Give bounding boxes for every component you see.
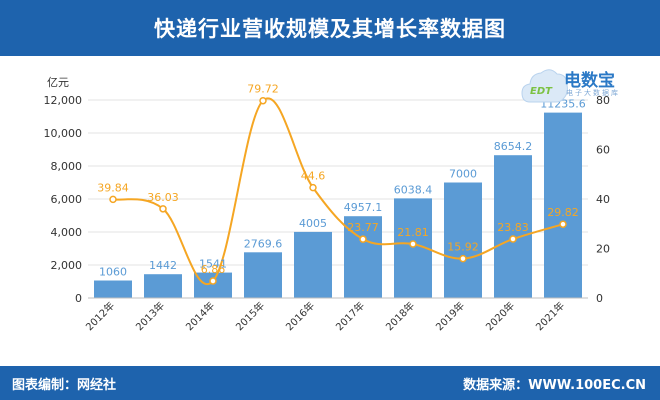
gridlines [88,99,588,299]
bar-value-label: 4957.1 [344,201,383,214]
footer-bar: 图表编制：网经社 数据来源：WWW.100EC.CN [0,366,660,400]
growth-rate-point [459,254,467,263]
growth-rate-point [559,220,567,228]
bar [544,112,582,298]
footer-credit: 图表编制：网经社 [12,378,117,393]
y2-tick-label: 80 [596,94,610,107]
bar-value-label: 1442 [149,259,177,272]
bar-value-label: 2769.6 [244,237,283,250]
growth-rate-label: 6.86 [201,263,226,276]
growth-rate-point [309,183,317,192]
y-tick-label: 0 [75,292,82,305]
growth-rate-point [359,235,367,243]
bar [494,155,532,298]
x-tick-label: 2013年 [133,299,167,333]
y-tick-label: 2,000 [51,259,83,272]
x-tick-label: 2012年 [83,299,117,333]
bar-value-label: 4005 [299,217,327,230]
x-tick-label: 2014年 [183,299,217,333]
growth-rate-label: 39.84 [97,181,129,194]
y2-tick-label: 60 [596,144,610,157]
y2-tick-label: 20 [596,243,610,256]
bar [94,280,132,298]
growth-rate-label: 44.6 [301,170,326,183]
x-tick-label: 2020年 [483,299,517,333]
growth-rate-label: 21.81 [397,226,429,239]
logo-main-text: 电数宝 [564,71,615,91]
title-bar: 快递行业营收规模及其增长率数据图 [0,0,660,56]
chart-title: 快递行业营收规模及其增长率数据图 [154,17,506,41]
bar [244,252,282,298]
x-tick-label: 2018年 [383,299,417,333]
growth-rate-point [409,240,417,248]
growth-rate-point [259,96,267,105]
bar-series [94,112,582,298]
y2-tick-label: 40 [596,193,610,206]
y-axis-title: 亿元 [47,76,69,89]
line-series [109,96,567,285]
data-labels: 1060 1442 1541 2769.6 4005 4957.1 6038.4 7000 86… [97,83,586,279]
growth-rate-point [509,235,517,243]
growth-rate-label: 36.03 [147,191,179,204]
x-tick-label: 2019年 [433,299,467,333]
x-tick-label: 2015年 [233,299,267,333]
growth-rate-point [109,195,117,204]
bar-value-label: 1541 [199,258,227,271]
x-tick-label: 2021年 [533,299,567,333]
chart-svg: 0 2,000 4,000 6,000 8,000 10,000 12,000 0 20 40 60… [44,76,611,333]
growth-rate-label: 79.72 [247,83,279,96]
y-tick-label: 6,000 [51,193,83,206]
bar-value-label: 8654.2 [494,140,533,153]
growth-rate-label: 23.83 [497,221,529,234]
y-tick-label: 8,000 [51,160,83,173]
bar-value-label: 1060 [99,266,127,279]
growth-rate-label: 15.92 [447,241,479,254]
footer-source: 数据来源：WWW.100EC.CN [463,378,646,393]
y-tick-label: 10,000 [44,127,83,140]
brand-logo: EDT 电数宝 电子大数据库 [520,62,640,108]
y-tick-label: 4,000 [51,226,83,239]
bar [194,272,232,298]
growth-rate-line [112,97,564,285]
growth-rate-point [209,277,217,285]
bar [144,274,182,298]
x-tick-label: 2017年 [333,299,367,333]
bar [294,231,332,298]
growth-rate-label: 29.82 [547,206,579,219]
y-tick-label: 12,000 [44,94,83,107]
x-tick-label: 2016年 [283,299,317,333]
chart-area: 0 2,000 4,000 6,000 8,000 10,000 12,000 0 20 40 60… [0,56,660,366]
y2-tick-label: 0 [596,292,603,305]
bar [444,182,482,298]
growth-rate-point [159,205,167,213]
logo-sub-text: 电子大数据库 [566,89,620,97]
bar-value-label: 6038.4 [394,183,433,196]
cloud-icon [521,69,568,103]
growth-rate-label: 23.77 [347,221,379,234]
logo-mark: EDT [530,86,552,97]
bar-value-label: 7000 [449,168,477,181]
